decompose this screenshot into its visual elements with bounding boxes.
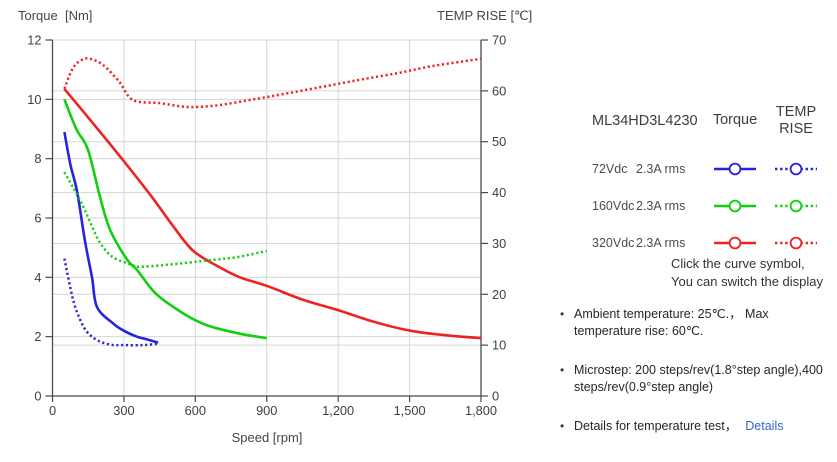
note-microstep: • Microstep: 200 steps/rev(1.8°step angl… (560, 362, 837, 396)
note-ambient-temperature: • Ambient temperature: 25℃.， Max tempera… (560, 306, 837, 340)
curve-160vdc-temp-rise (63, 171, 268, 269)
left-axis-tick-label: 8 (34, 151, 41, 166)
legend-torque-curve-symbol-320vdc[interactable] (704, 235, 766, 251)
bullet-icon: • (560, 307, 565, 321)
bullet-icon: • (560, 363, 565, 377)
notes-list: • Ambient temperature: 25℃.， Max tempera… (560, 306, 837, 457)
right-axis-tick-label: 30 (492, 236, 506, 251)
x-axis-tick-label: 0 (49, 403, 56, 418)
legend-torque-curve-symbol-160vdc[interactable] (704, 198, 766, 214)
left-axis-title: Torque [Nm] (18, 8, 93, 23)
legend-temp-rise-curve-symbol-160vdc[interactable] (766, 198, 826, 214)
x-axis-tick-label: 300 (113, 403, 134, 418)
right-axis-title: TEMP RISE [℃] (437, 8, 533, 23)
right-axis-tick-label: 60 (492, 83, 506, 98)
curve-320vdc-torque (63, 88, 482, 340)
legend-row-label-320vdc: 320Vdc 2.3A rms (592, 235, 686, 250)
legend-hint-text: Click the curve symbol, You can switch t… (671, 256, 824, 289)
left-axis-tick-label: 0 (34, 389, 41, 404)
right-axis-tick-label: 70 (492, 33, 506, 48)
legend-torque-curve-symbol-72vdc[interactable] (704, 161, 766, 177)
left-axis-tick-label: 12 (27, 33, 41, 48)
details-link[interactable]: Details (745, 419, 784, 433)
curve-160vdc-torque (63, 98, 267, 340)
left-axis-tick-label: 2 (34, 329, 41, 344)
x-axis-title: Speed [rpm] (231, 430, 303, 445)
left-axis-tick-label: 4 (34, 270, 41, 285)
legend-row-label-72vdc: 72Vdc 2.3A rms (592, 161, 686, 176)
right-axis-tick-label: 40 (492, 185, 506, 200)
torque-temp-rise-chart: 0 2 4 6 8 10 12 0 10 20 30 40 50 60 70 0 300 600 900 1,200 1… (27, 33, 506, 419)
right-axis-tick-label: 20 (492, 287, 506, 302)
legend-torque-column-header: Torque (712, 112, 758, 129)
note-temperature-test: • Details for temperature test， Details (560, 418, 837, 435)
left-axis-tick-label: 10 (27, 92, 41, 107)
right-axis-tick-label: 10 (492, 338, 506, 353)
note-details-text: Details for temperature test， Details (574, 419, 784, 433)
legend-temp-rise-column-header: TEMP RISE (775, 103, 817, 137)
legend-model-name: ML34HD3L4230 (592, 113, 698, 129)
right-axis-tick-label: 50 (492, 134, 506, 149)
legend-row-label-160vdc: 160Vdc 2.3A rms (592, 198, 686, 213)
x-axis-tick-label: 1,800 (465, 403, 497, 418)
legend-table: ML34HD3L4230 Torque TEMP RISE 72Vdc 2.3A … (572, 92, 826, 261)
x-axis-tick-label: 900 (256, 403, 277, 418)
left-axis-tick-label: 6 (34, 211, 41, 226)
legend-temp-rise-curve-symbol-72vdc[interactable] (766, 161, 826, 177)
curve-72vdc-temp-rise (63, 258, 160, 347)
bullet-icon: • (560, 419, 565, 433)
x-axis-tick-label: 1,500 (394, 403, 426, 418)
x-axis-tick-label: 600 (185, 403, 206, 418)
note-ambient-text: Ambient temperature: 25℃.， Max temperatu… (574, 307, 769, 338)
legend-temp-rise-curve-symbol-320vdc[interactable] (766, 235, 826, 251)
right-axis-tick-label: 0 (492, 389, 499, 404)
note-microstep-text: Microstep: 200 steps/rev(1.8°step angle)… (574, 363, 823, 394)
curve-72vdc-torque (63, 131, 159, 344)
x-axis-tick-label: 1,200 (322, 403, 354, 418)
